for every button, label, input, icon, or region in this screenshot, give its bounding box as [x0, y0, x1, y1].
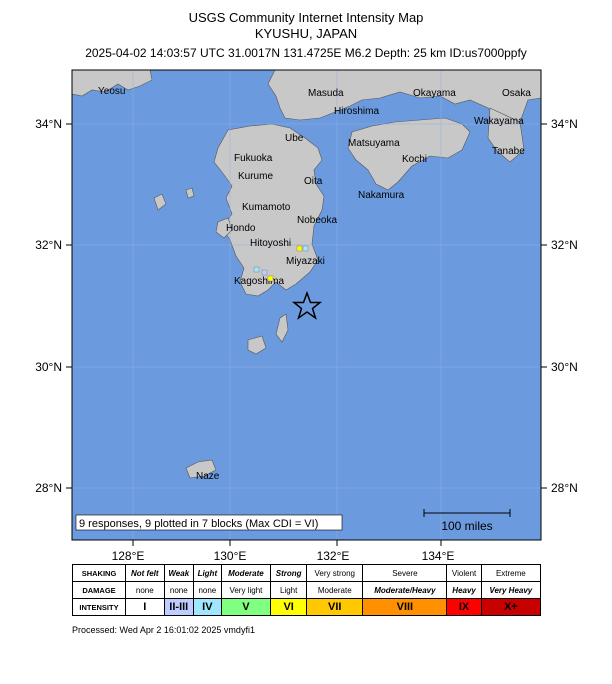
honshu-landmass [267, 69, 542, 129]
legend-header-damage: DAMAGE [72, 581, 126, 599]
intensity-legend: SHAKING Not felt Weak Light Moderate Strong Ve… [72, 564, 542, 616]
legend-intensity-cell: VI [270, 598, 308, 616]
legend-intensity-cell: IX [446, 598, 482, 616]
city-naze: Naze [196, 471, 220, 482]
city-yeosu: Yeosu [98, 86, 125, 97]
legend-shaking-cell: Violent [446, 564, 482, 582]
legend-damage-cell: Very Heavy [480, 581, 542, 599]
city-okayama: Okayama [413, 88, 456, 99]
legend-row-intensity: INTENSITY I II-III IV V VI VII VIII IX X+ [72, 598, 542, 616]
cdi-block-iv [302, 245, 309, 252]
legend-damage-cell: none [125, 581, 165, 599]
lat-label-left-32: 32°N [35, 238, 62, 252]
city-wakayama: Wakayama [474, 116, 524, 127]
kii-peninsula [487, 107, 525, 163]
responses-text: 9 responses, 9 plotted in 7 blocks (Max … [79, 518, 318, 530]
legend-intensity-cell: VIII [362, 598, 448, 616]
small-island [185, 187, 195, 199]
legend-row-damage: DAMAGE none none none Very light Light Moderat… [72, 581, 542, 599]
kyushu-landmass [213, 123, 325, 297]
lat-label-left-30: 30°N [35, 360, 62, 374]
legend-shaking-cell: Extreme [480, 564, 542, 582]
scale-bar: 100 miles [423, 509, 511, 533]
axis-ticks [66, 123, 547, 546]
lat-label-right-32: 32°N [551, 238, 578, 252]
cdi-block-iv [253, 266, 260, 273]
amakusa-islands [215, 217, 233, 239]
lat-label-right-34: 34°N [551, 117, 578, 131]
cdi-block-ii-iii [261, 269, 268, 276]
city-matsuyama: Matsuyama [348, 138, 400, 149]
legend-damage-cell: none [163, 581, 194, 599]
legend-damage-cell: Moderate/Heavy [362, 581, 448, 599]
city-nobeoka: Nobeoka [297, 215, 337, 226]
legend-row-shaking: SHAKING Not felt Weak Light Moderate Strong Ve… [72, 564, 542, 582]
legend-intensity-cell: IV [192, 598, 222, 616]
legend-shaking-cell: Very strong [306, 564, 364, 582]
legend-intensity-cell: X+ [480, 598, 542, 616]
lon-label-134: 134°E [422, 549, 455, 560]
lat-label-right-30: 30°N [551, 360, 578, 374]
lon-label-128: 128°E [112, 549, 145, 560]
legend-header-shaking: SHAKING [72, 564, 126, 582]
intensity-map[interactable]: 34°N 32°N 30°N 28°N 34°N 32°N 30°N 28°N … [0, 0, 612, 560]
epicenter-star-icon[interactable] [291, 290, 323, 320]
city-kagoshima: Kagoshima [234, 276, 284, 287]
legend-damage-cell: Light [270, 581, 308, 599]
amami-island [185, 459, 217, 479]
event-info: 2025-04-02 14:03:57 UTC 31.0017N 131.472… [85, 46, 527, 60]
cdi-block-vi [267, 275, 274, 282]
yakushima-island [247, 335, 267, 355]
shikoku-landmass [347, 117, 471, 191]
map-title: USGS Community Internet Intensity Map [188, 10, 424, 25]
city-kurume: Kurume [238, 171, 273, 182]
city-osaka: Osaka [502, 88, 531, 99]
cdi-block-vi [296, 245, 303, 252]
city-hondo: Hondo [226, 223, 256, 234]
city-hitoyoshi: Hitoyoshi [250, 238, 291, 249]
legend-damage-cell: Heavy [446, 581, 482, 599]
legend-shaking-cell: Light [192, 564, 222, 582]
region-title: KYUSHU, JAPAN [254, 26, 358, 41]
lon-label-132: 132°E [317, 549, 350, 560]
processed-timestamp: Processed: Wed Apr 2 16:01:02 2025 vmdyf… [72, 625, 255, 635]
city-nakamura: Nakamura [358, 190, 405, 201]
lat-label-right-28: 28°N [551, 481, 578, 495]
city-oita: Oita [304, 176, 323, 187]
city-ube: Ube [285, 133, 304, 144]
city-kumamoto: Kumamoto [242, 202, 291, 213]
legend-damage-cell: Very light [220, 581, 272, 599]
responses-box [75, 514, 343, 531]
legend-intensity-cell: I [125, 598, 165, 616]
city-labels: Yeosu Masuda Okayama Osaka Hiroshima Wak… [98, 86, 531, 482]
graticule [72, 70, 541, 540]
legend-header-intensity: INTENSITY [72, 598, 126, 616]
city-hiroshima: Hiroshima [334, 106, 379, 117]
goto-islands [153, 193, 167, 211]
cdi-blocks [253, 245, 309, 282]
legend-shaking-cell: Severe [362, 564, 448, 582]
legend-shaking-cell: Strong [270, 564, 308, 582]
city-tanabe: Tanabe [492, 146, 525, 157]
scale-label: 100 miles [441, 519, 492, 533]
korea-landmass [71, 69, 153, 97]
lat-label-left-28: 28°N [35, 481, 62, 495]
city-fukuoka: Fukuoka [234, 153, 273, 164]
city-kochi: Kochi [402, 154, 427, 165]
legend-shaking-cell: Not felt [125, 564, 165, 582]
legend-damage-cell: none [192, 581, 222, 599]
legend-shaking-cell: Weak [163, 564, 194, 582]
lon-label-130: 130°E [214, 549, 247, 560]
legend-damage-cell: Moderate [306, 581, 364, 599]
lat-label-left-34: 34°N [35, 117, 62, 131]
legend-intensity-cell: VII [306, 598, 364, 616]
legend-intensity-cell: V [220, 598, 272, 616]
city-masuda: Masuda [308, 88, 344, 99]
legend-shaking-cell: Moderate [220, 564, 272, 582]
legend-intensity-cell: II-III [163, 598, 194, 616]
tanegashima-island [275, 313, 289, 343]
map-frame [71, 69, 542, 541]
city-miyazaki: Miyazaki [286, 256, 325, 267]
